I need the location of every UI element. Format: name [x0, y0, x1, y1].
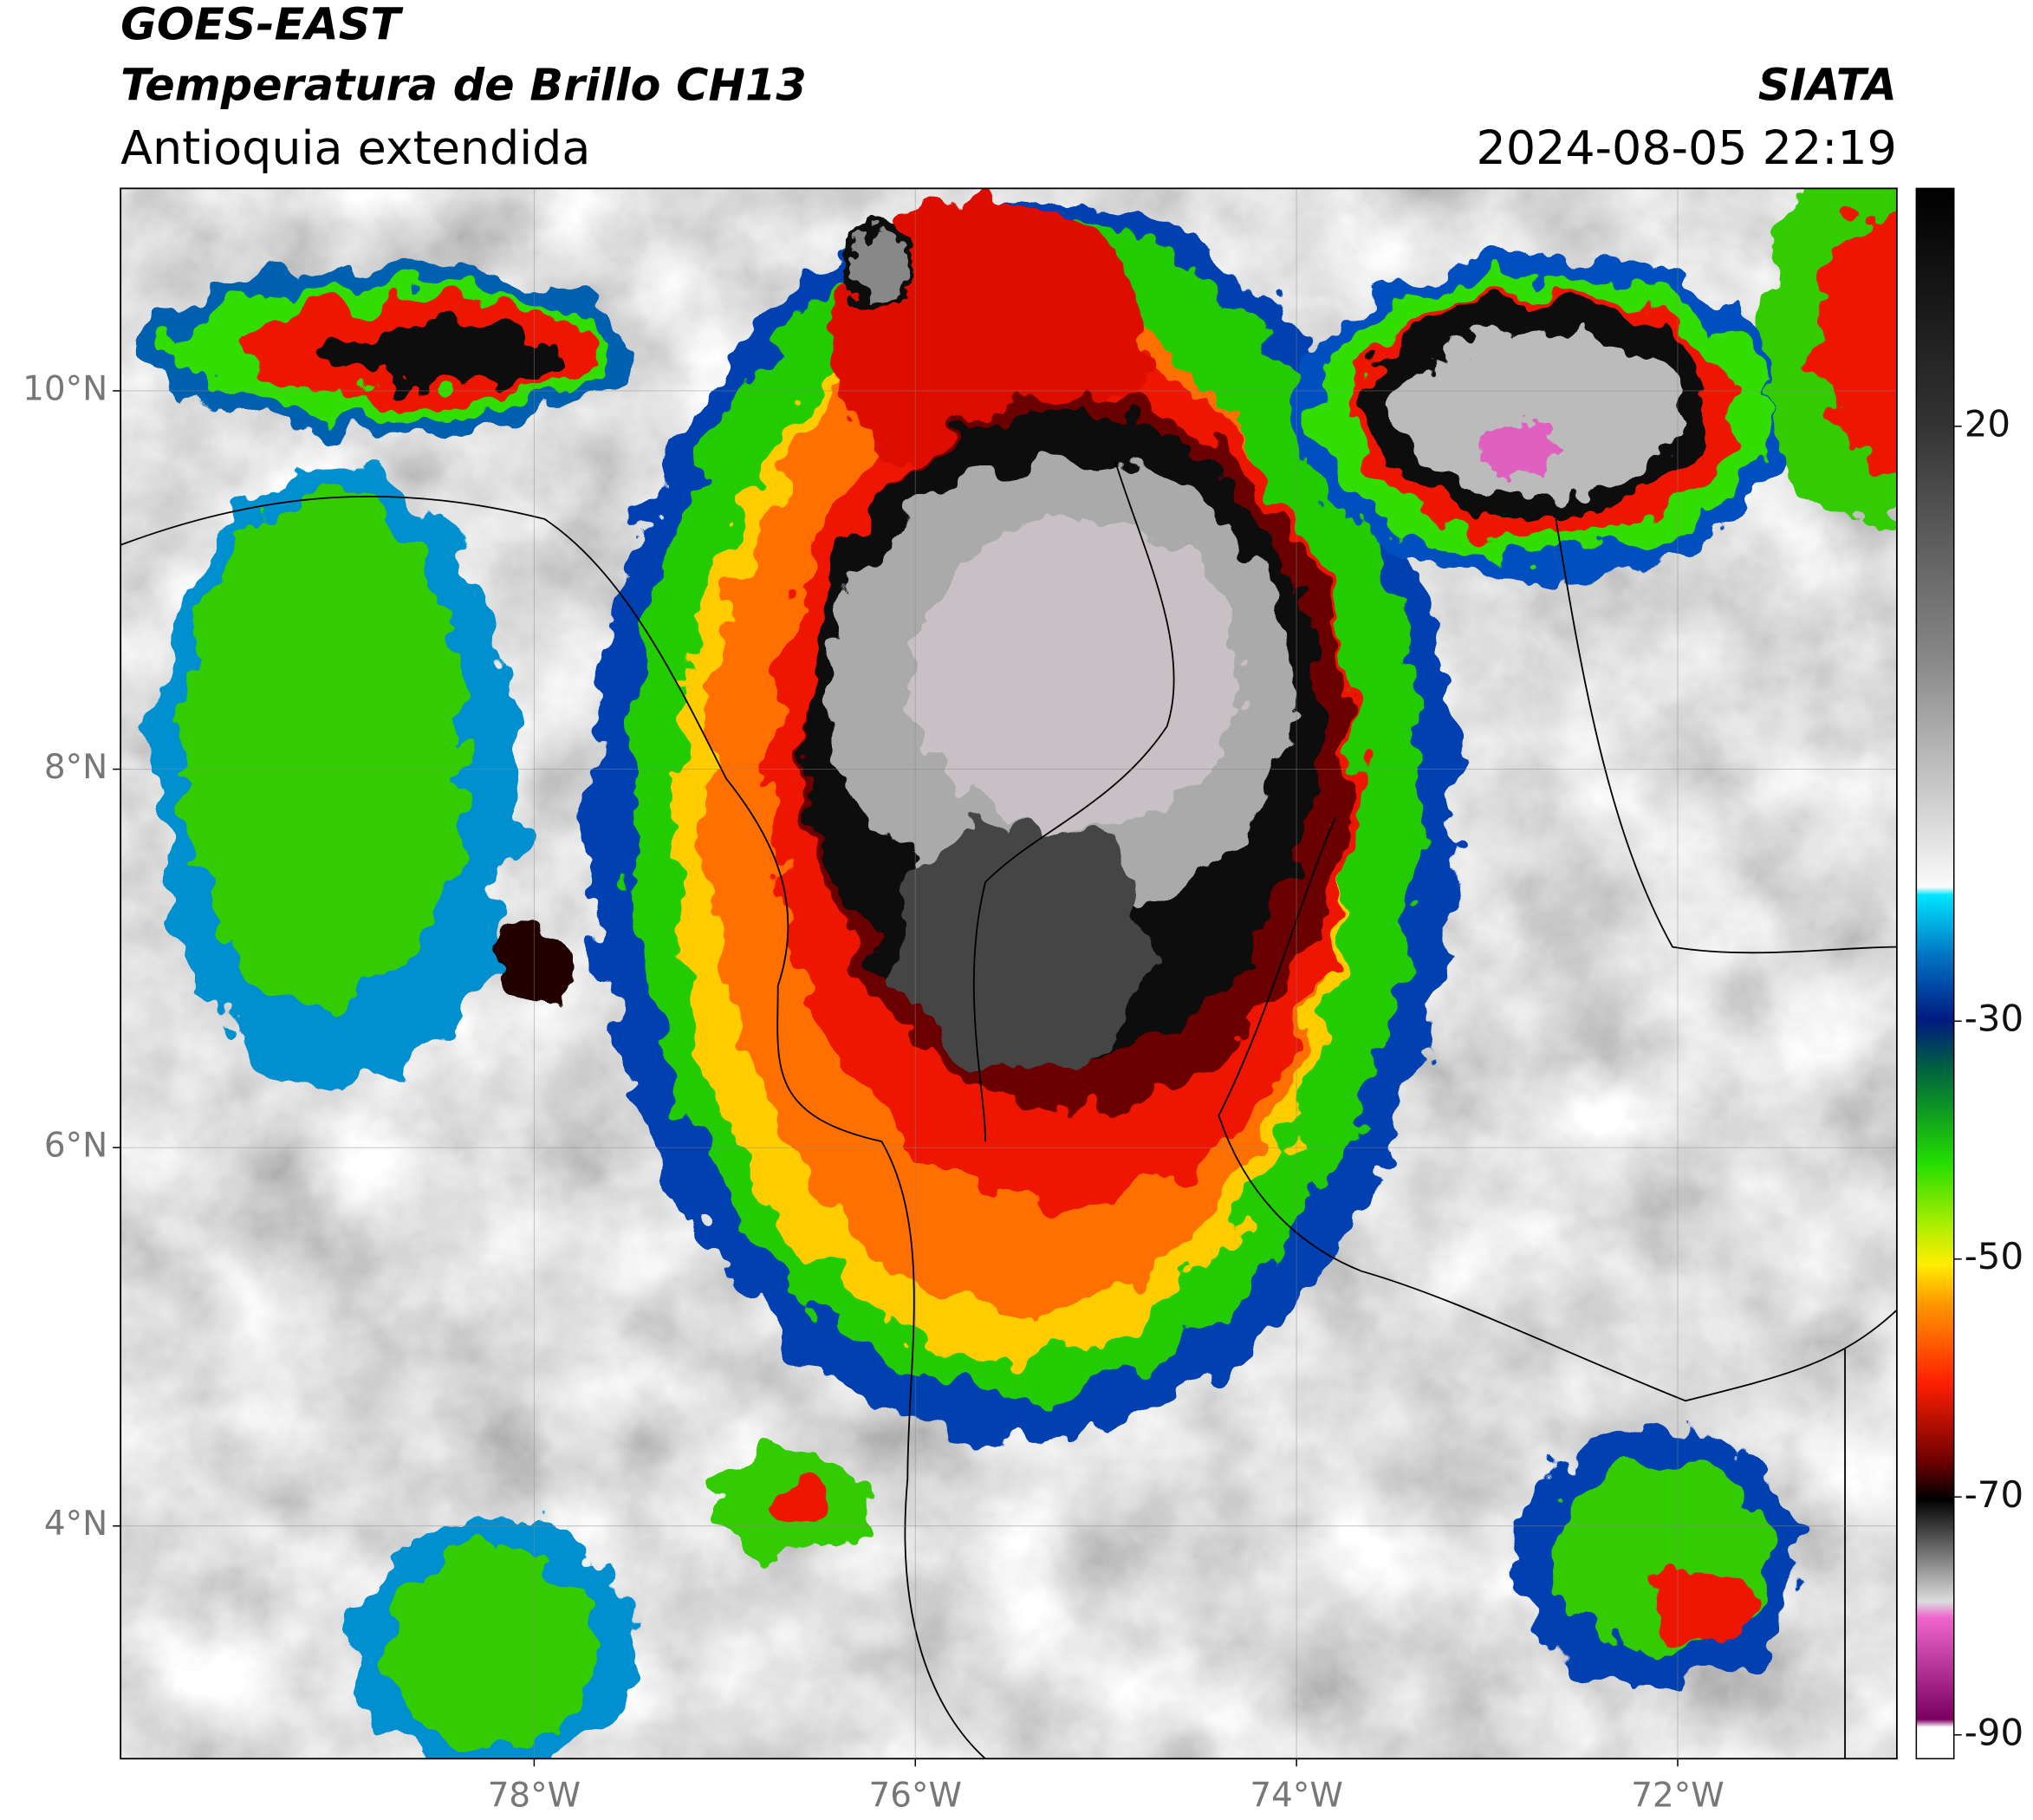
satellite-image: [120, 188, 1897, 1759]
lat-tick-label: 8°N: [44, 748, 107, 787]
region: Antioquia extendida: [120, 120, 590, 175]
borders: [120, 460, 1897, 1759]
lon-tick-label: 72°W: [1631, 1777, 1724, 1816]
timestamp: 2024-08-05 22:19: [1477, 120, 1897, 175]
colorbar-tick-label: -90: [1965, 1711, 2023, 1753]
colorbar-tick-label: -30: [1965, 998, 2023, 1040]
lon-tick-label: 76°W: [869, 1777, 962, 1816]
lat-tick-label: 6°N: [44, 1127, 107, 1166]
lon-tick-label: 74°W: [1250, 1777, 1342, 1816]
source: SIATA: [1758, 60, 1897, 111]
lat-tick-label: 4°N: [44, 1505, 107, 1544]
colorbar-tick-label: -50: [1965, 1235, 2023, 1277]
lon-tick-label: 78°W: [488, 1777, 581, 1816]
subtitle: Temperatura de Brillo CH13: [120, 60, 807, 111]
map-frame: [120, 187, 1898, 1760]
colorbar-tick-label: 20: [1965, 402, 2010, 445]
colorbar: [1915, 187, 1955, 1759]
lat-tick-label: 10°N: [23, 369, 107, 408]
title: GOES-EAST: [120, 0, 404, 49]
colorbar-tick-label: -70: [1965, 1473, 2023, 1516]
